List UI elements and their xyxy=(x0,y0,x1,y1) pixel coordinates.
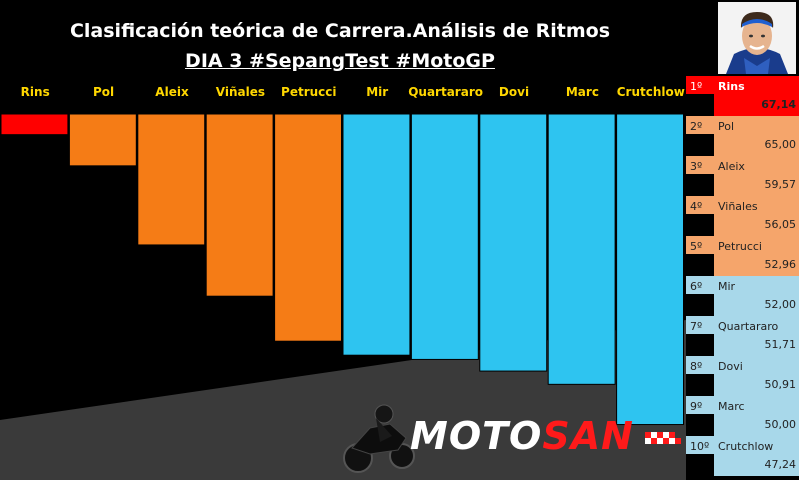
ranking-position: 4º xyxy=(690,200,703,213)
ranking-value: 51,71 xyxy=(764,338,797,351)
bar-crutchlow xyxy=(616,113,684,426)
ranking-position: 9º xyxy=(690,400,703,413)
ranking-pos-cell xyxy=(686,156,714,174)
ranking-rider-name: Rins xyxy=(718,80,745,93)
ranking-pos-cell xyxy=(686,196,714,214)
checkered-flag-icon xyxy=(645,432,681,444)
chart-title: Clasificación teórica de Carrera.Análisi… xyxy=(69,20,611,42)
bar-quartararo xyxy=(410,113,479,360)
ranking-value-cell xyxy=(714,214,799,236)
ranking-row: 4º Viñales 56,05 xyxy=(686,196,799,236)
ranking-value: 67,14 xyxy=(761,98,796,111)
ranking-pos-cell xyxy=(686,396,714,414)
ranking-rider-name: Petrucci xyxy=(718,240,762,253)
bar-marc xyxy=(547,113,616,385)
category-label-rins: Rins xyxy=(21,85,50,99)
ranking-row: 5º Petrucci 52,96 xyxy=(686,236,799,276)
ranking-value-cell xyxy=(714,174,799,196)
ranking-pos-cell xyxy=(686,116,714,134)
ranking-value-cell xyxy=(714,414,799,436)
ranking-pos-cell xyxy=(686,356,714,374)
ranking-position: 2º xyxy=(690,120,703,133)
ranking-panel: 1º Rins 67,14 2º Pol 65,00 3º Aleix 59,57 4º Viñal… xyxy=(686,76,799,480)
bar-viñales xyxy=(205,113,274,297)
rider-photo xyxy=(718,2,796,74)
bar-aleix xyxy=(137,113,206,246)
category-label-petrucci: Petrucci xyxy=(281,85,336,99)
ranking-row: 7º Quartararo 51,71 xyxy=(686,316,799,356)
ranking-position: 3º xyxy=(690,160,703,173)
ranking-position: 10º xyxy=(690,440,710,453)
ranking-row: 3º Aleix 59,57 xyxy=(686,156,799,196)
ranking-rider-name: Marc xyxy=(718,400,745,413)
ranking-value: 59,57 xyxy=(764,178,797,191)
ranking-rider-name: Quartararo xyxy=(718,320,779,333)
bar-pol xyxy=(68,113,137,167)
ranking-value: 47,24 xyxy=(764,458,797,471)
motosan-logo: MOTOSAN xyxy=(340,398,685,476)
motosan-wordmark: MOTOSAN xyxy=(410,414,634,458)
ranking-value-cell xyxy=(714,334,799,356)
ranking-rider-name: Viñales xyxy=(718,200,758,213)
bar-rins xyxy=(0,113,69,136)
ranking-value-cell xyxy=(714,254,799,276)
bar-chart: Rins Pol Aleix Viñales Petrucci Mir Quartararo… xyxy=(0,85,686,480)
ranking-value-cell xyxy=(714,374,799,396)
rider-portrait-icon xyxy=(718,2,796,74)
ranking-position: 6º xyxy=(690,280,703,293)
ranking-pos-cell xyxy=(686,76,714,94)
category-label-marc: Marc xyxy=(566,85,599,99)
ranking-value-cell xyxy=(714,134,799,156)
category-label-dovi: Dovi xyxy=(499,85,529,99)
motorbike-silhouette-icon xyxy=(343,404,415,473)
ranking-rider-name: Aleix xyxy=(718,160,745,173)
logo-text-san: SAN xyxy=(542,414,634,458)
ranking-pos-cell xyxy=(686,316,714,334)
ranking-row: 8º Dovi 50,91 xyxy=(686,356,799,396)
category-label-aleix: Aleix xyxy=(155,85,189,99)
ranking-value: 50,00 xyxy=(764,418,797,431)
ranking-value: 56,05 xyxy=(764,218,797,231)
ranking-pos-cell xyxy=(686,276,714,294)
chart-subtitle: DIA 3 #SepangTest #MotoGP xyxy=(185,50,495,72)
ranking-value: 52,00 xyxy=(764,298,797,311)
ranking-value: 52,96 xyxy=(764,258,797,271)
ranking-rider-name: Crutchlow xyxy=(718,440,774,453)
ranking-rider-name: Pol xyxy=(718,120,735,133)
bar-dovi xyxy=(479,113,548,372)
category-label-mir: Mir xyxy=(366,85,388,99)
ranking-position: 5º xyxy=(690,240,703,253)
category-label-pol: Pol xyxy=(93,85,114,99)
bar-mir xyxy=(342,113,411,356)
ranking-rider-name: Mir xyxy=(718,280,736,293)
ranking-value-cell xyxy=(714,294,799,316)
ranking-row: 2º Pol 65,00 xyxy=(686,116,799,156)
ranking-value-cell xyxy=(714,94,799,116)
ranking-value-cell xyxy=(714,454,799,476)
ranking-position: 8º xyxy=(690,360,703,373)
bar-petrucci xyxy=(274,113,343,342)
category-label-viñales: Viñales xyxy=(216,85,265,99)
ranking-position: 7º xyxy=(690,320,703,333)
ranking-rider-name: Dovi xyxy=(718,360,743,373)
logo-text-moto: MOTO xyxy=(410,414,543,458)
ranking-row: 1º Rins 67,14 xyxy=(686,76,799,116)
ranking-pos-cell xyxy=(686,436,714,454)
category-label-crutchlow: Crutchlow xyxy=(617,85,685,99)
ranking-pos-cell xyxy=(686,236,714,254)
ranking-row: 6º Mir 52,00 xyxy=(686,276,799,316)
ranking-value: 50,91 xyxy=(764,378,797,391)
category-label-quartararo: Quartararo xyxy=(408,85,483,99)
ranking-row: 9º Marc 50,00 xyxy=(686,396,799,436)
ranking-position: 1º xyxy=(690,80,703,93)
ranking-row: 10º Crutchlow 47,24 xyxy=(686,436,799,476)
ranking-value: 65,00 xyxy=(764,138,797,151)
